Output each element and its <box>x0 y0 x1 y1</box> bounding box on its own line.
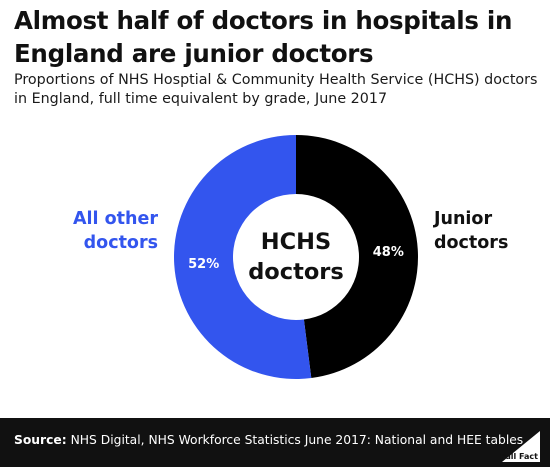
category-label-all-other-doctors: All other doctors <box>73 209 158 253</box>
donut-chart: 48% Junior doctors 52% All other doctors HCHS d… <box>73 135 508 379</box>
slice-junior-doctors <box>296 135 418 379</box>
full-fact-logo: Full Fact <box>500 431 540 462</box>
value-label-all-other-doctors: 52% <box>188 257 219 272</box>
value-label-junior-doctors: 48% <box>373 245 404 260</box>
footer-bar: Source: NHS Digital, NHS Workforce Stati… <box>0 418 550 467</box>
logo-text: Full Fact <box>500 452 538 461</box>
center-label: HCHS doctors <box>248 229 344 285</box>
source-label: Source: <box>14 433 67 447</box>
source-line: Source: NHS Digital, NHS Workforce Stati… <box>14 432 523 448</box>
chart-subtitle: Proportions of NHS Hosptial & Community … <box>14 72 538 107</box>
chart-title: Almost half of doctors in hospitals in E… <box>14 6 513 68</box>
category-label-junior-doctors: Junior doctors <box>433 209 508 253</box>
slice-all-other-doctors <box>173 135 312 379</box>
source-text: NHS Digital, NHS Workforce Statistics Ju… <box>70 433 524 447</box>
